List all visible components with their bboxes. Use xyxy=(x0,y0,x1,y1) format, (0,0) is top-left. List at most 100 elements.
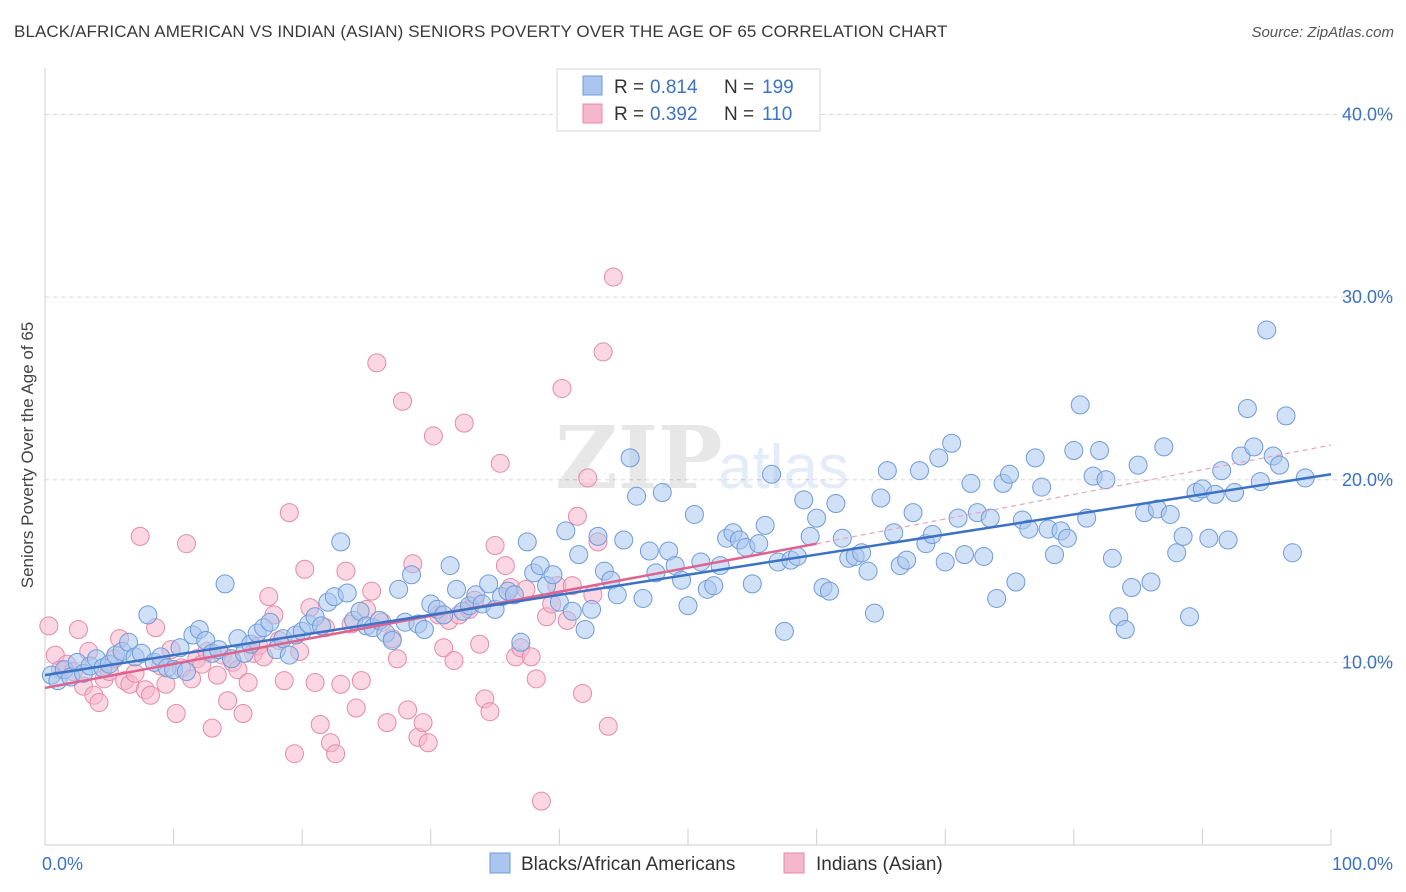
blacks-point xyxy=(1122,578,1142,598)
blacks-point xyxy=(607,585,627,605)
blacks-point xyxy=(980,508,1000,528)
blacks-point xyxy=(215,574,235,594)
blacks-point xyxy=(1250,472,1270,492)
indians-point xyxy=(310,714,330,734)
blacks-point xyxy=(678,596,698,616)
blacks-point xyxy=(556,521,576,541)
blacks-point xyxy=(948,508,968,528)
indians-point xyxy=(351,671,371,691)
legend-r-label-2: R = xyxy=(614,104,644,125)
tick-labels: 10.0% 20.0% 30.0% 40.0% 0.0% 100.0% xyxy=(42,105,1393,874)
indians-point xyxy=(393,391,413,411)
legend-n-label-1: N = xyxy=(724,77,754,98)
indians-point xyxy=(521,647,541,667)
blacks-point xyxy=(684,504,704,524)
blacks-point xyxy=(1160,504,1180,524)
blacks-point xyxy=(652,483,672,503)
blacks-point xyxy=(260,612,280,632)
blacks-point xyxy=(1115,620,1135,640)
blacks-point xyxy=(877,461,897,481)
blacks-point xyxy=(832,528,852,548)
blacks-point xyxy=(1257,320,1277,340)
blacks-point xyxy=(620,448,640,468)
indians-point xyxy=(274,671,294,691)
blacks-point xyxy=(1212,461,1232,481)
blacks-point xyxy=(755,515,775,535)
indians-point xyxy=(444,651,464,671)
blacks-point xyxy=(331,532,351,552)
blacks-point xyxy=(582,599,602,619)
blacks-point xyxy=(909,461,929,481)
blacks-point xyxy=(1045,545,1065,565)
blacks-point xyxy=(774,621,794,641)
blacks-point xyxy=(1231,446,1251,466)
blacks-point xyxy=(511,632,531,652)
indians-point xyxy=(470,634,490,654)
blacks-point xyxy=(1154,437,1174,457)
blacks-point xyxy=(987,588,1007,608)
blacks-point xyxy=(903,503,923,523)
indians-point xyxy=(578,468,598,488)
blacks-point xyxy=(1173,526,1193,546)
indians-point xyxy=(480,702,500,722)
blacks-point xyxy=(1270,455,1290,475)
blacks-point xyxy=(1090,441,1110,461)
indians-point xyxy=(68,620,88,640)
y-axis-label: Seniors Poverty Over the Age of 65 xyxy=(18,322,37,588)
indians-point xyxy=(485,536,505,556)
indians-point xyxy=(531,791,551,811)
y-tick-label: 10.0% xyxy=(1342,652,1393,672)
blacks-point xyxy=(549,592,569,612)
indians-point xyxy=(238,672,258,692)
y-tick-label: 40.0% xyxy=(1342,105,1393,125)
indians-point xyxy=(259,587,279,607)
blacks-point xyxy=(1064,441,1084,461)
indians-point xyxy=(202,718,222,738)
legend-n-label-2: N = xyxy=(724,104,754,125)
blacks-point xyxy=(942,433,962,453)
blacks-point xyxy=(614,530,634,550)
y-tick-label: 30.0% xyxy=(1342,287,1393,307)
indians-point xyxy=(552,378,572,398)
legend-n-value-1: 199 xyxy=(762,77,794,98)
blacks-point xyxy=(1057,528,1077,548)
blacks-trend-line xyxy=(44,473,1332,677)
indians-point xyxy=(367,353,387,373)
blacks-point xyxy=(742,574,762,594)
indians-point xyxy=(573,683,593,703)
legend-n-value-2: 110 xyxy=(762,104,792,125)
trend-lines xyxy=(44,444,1332,690)
indians-point xyxy=(398,700,418,720)
indians-point xyxy=(336,561,356,581)
blacks-point xyxy=(575,620,595,640)
chart-source: Source: ZipAtlas.com xyxy=(1251,24,1394,41)
blacks-point xyxy=(762,464,782,484)
blacks-point xyxy=(633,588,653,608)
blacks-point xyxy=(389,579,409,599)
blacks-point xyxy=(1276,406,1296,426)
blacks-point xyxy=(954,545,974,565)
blacks-point xyxy=(935,552,955,572)
indians-point xyxy=(567,506,587,526)
blacks-point xyxy=(543,565,563,585)
blacks-point xyxy=(1167,543,1187,563)
indians-point xyxy=(130,526,150,546)
blacks-point xyxy=(176,662,196,682)
blacks-point xyxy=(884,523,904,543)
blacks-point xyxy=(562,601,582,621)
blacks-point xyxy=(569,545,589,565)
indians-point xyxy=(423,426,443,446)
blacks-point xyxy=(279,645,299,665)
axes-layer xyxy=(44,68,1332,846)
indians-point xyxy=(413,713,433,733)
blacks-point xyxy=(807,508,827,528)
indians-point xyxy=(495,556,515,576)
indians-point xyxy=(598,716,618,736)
blacks-point xyxy=(1225,483,1245,503)
indians-point xyxy=(362,581,382,601)
blacks-point xyxy=(588,526,608,546)
legend-swatch-pink xyxy=(582,103,603,124)
blacks-point xyxy=(479,574,499,594)
indians-point xyxy=(593,342,613,362)
legend-r-value-2: 0.392 xyxy=(650,104,698,125)
